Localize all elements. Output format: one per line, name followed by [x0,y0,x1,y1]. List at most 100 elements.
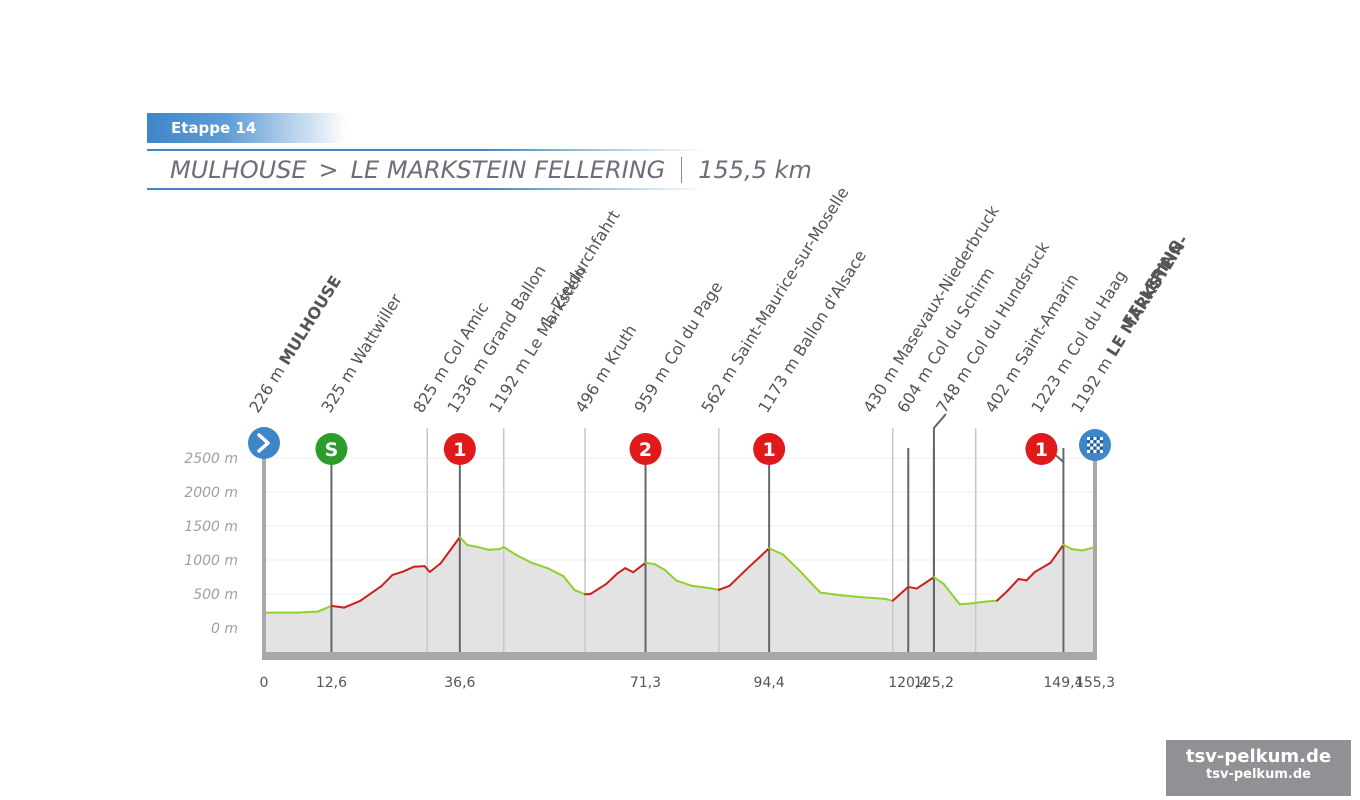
flat-segment [562,575,576,591]
climb-segment [402,565,415,573]
route-title: MULHOUSE > LE MARKSTEIN FELLERING 155,5 … [170,153,812,187]
flat-segment [502,545,517,556]
flag-square [1090,437,1094,441]
flat-segment [514,553,533,564]
flat-segment [958,602,972,606]
flag-square [1093,440,1097,444]
flat-segment [466,544,480,549]
route-start: MULHOUSE [170,156,307,184]
climb-segment [391,570,405,576]
climb-segment [616,567,627,575]
x-tick-label: 155,3 [1075,675,1115,691]
flat-segment [316,604,333,613]
climb-segment [744,547,771,572]
start-marker [248,427,280,459]
flag-square [1096,446,1100,450]
waypoint-name: Kruth [601,321,640,368]
y-axis-right [1093,455,1097,655]
chart-axes [262,455,1097,660]
x-axis-bar [262,652,1097,660]
flat-segment [530,561,549,570]
flag-square [1099,440,1103,444]
flat-segment [883,597,894,602]
waypoint-label-line2: FELLERING [1119,237,1187,330]
climb-segment [343,599,362,609]
climb-segment [891,585,910,602]
climb-segment [1033,561,1052,574]
climb-segment [632,561,647,574]
climb-segment [915,576,935,590]
y-tick-label: 2500 m [184,451,238,467]
flag-square [1093,437,1097,441]
climb-segment [624,567,635,574]
waypoint-markers: S 1 2 1 1 [248,427,1111,465]
x-tick-label: 71,3 [630,675,661,691]
climb-segment [907,585,918,590]
waypoint-label: 1173 m Ballon d'Alsace [754,247,870,416]
flag-square [1087,440,1091,444]
waypoint-label: 496 m Kruth [571,321,640,416]
waypoint-name: Saint-Maurice-sur-Moselle [727,184,852,369]
climb-segment [605,572,619,585]
flag-square [1090,446,1094,450]
flat-segment [1062,543,1073,551]
flag-square [1096,437,1100,441]
climb-segment [1017,578,1028,582]
y-tick-label: 1500 m [184,519,238,535]
flag-square [1087,443,1091,447]
flat-segment [932,576,945,585]
flag-square [1087,449,1091,453]
sprint-marker [315,433,348,465]
header-rule-bottom [147,188,707,190]
x-tick-label: 120,4 [888,675,928,691]
kom-marker-label: 2 [639,439,652,461]
flat-segment [653,563,667,572]
climb-segment [728,569,747,587]
profile-area [264,537,1095,660]
y-tick-labels: 0 m 500 m 1000 m 1500 m 2000 m 2500 m [184,451,238,637]
flat-segment [819,591,843,597]
x-tick-label: 94,4 [754,675,785,691]
waypoint-altitude: 226 m [245,358,291,416]
flat-segment [458,536,469,547]
climb-segment [428,562,442,573]
waypoint-label: 430 m Masevaux-Niederbruck [859,201,1003,416]
flag-square [1096,443,1100,447]
flag-square [1087,446,1091,450]
flat-segment [782,553,801,572]
x-tick-label: 36,6 [444,675,475,691]
flat-segment [1081,545,1096,552]
waypoint-label: 325 m Wattwiller [317,290,406,416]
flag-square [1096,449,1100,453]
profile-line [263,536,1096,614]
waypoint-name: MULHOUSE [275,272,345,368]
flag-square [1090,440,1094,444]
flag-square [1087,437,1091,441]
kom-marker-label: 1 [1035,439,1048,461]
waypoint-name: Col du Page [660,278,726,368]
watermark-subtext: tsv-pelkum.de [1206,767,1311,782]
waypoint-altitude: 402 m [981,358,1027,416]
watermark-logo: tsv-pelkum.de tsv-pelkum.de [1166,740,1351,796]
climb-segment [1025,571,1036,582]
flag-square [1099,437,1103,441]
flag-square [1099,443,1103,447]
checkered-flag-icon [1087,437,1103,453]
start-arrow-icon [257,433,270,453]
flat-segment [295,610,319,614]
y-tick-label: 1000 m [184,553,238,569]
flat-segment [840,594,865,599]
flag-square [1093,449,1097,453]
waypoint-altitude: 562 m [697,358,743,416]
flat-segment [477,546,490,551]
flat-segment [768,547,785,556]
flat-segment [707,586,720,591]
climb-segment [589,582,608,595]
kom-marker [629,433,662,465]
route-distance: 155,5 km [698,156,812,184]
y-tick-label: 500 m [193,587,238,603]
flat-segment [814,586,822,594]
kom-marker [753,433,786,465]
sprint-marker-label: S [325,439,339,461]
flat-segment [862,596,886,600]
